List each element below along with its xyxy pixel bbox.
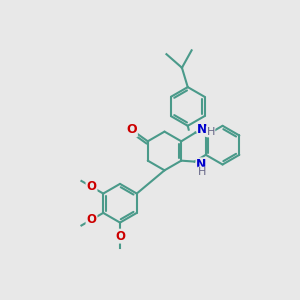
Text: O: O <box>86 213 97 226</box>
Text: N: N <box>197 123 207 136</box>
Text: O: O <box>86 180 97 193</box>
Text: O: O <box>126 123 136 136</box>
Text: H: H <box>198 167 206 177</box>
Text: H: H <box>206 127 215 136</box>
Text: N: N <box>196 158 206 171</box>
Text: O: O <box>115 230 125 243</box>
